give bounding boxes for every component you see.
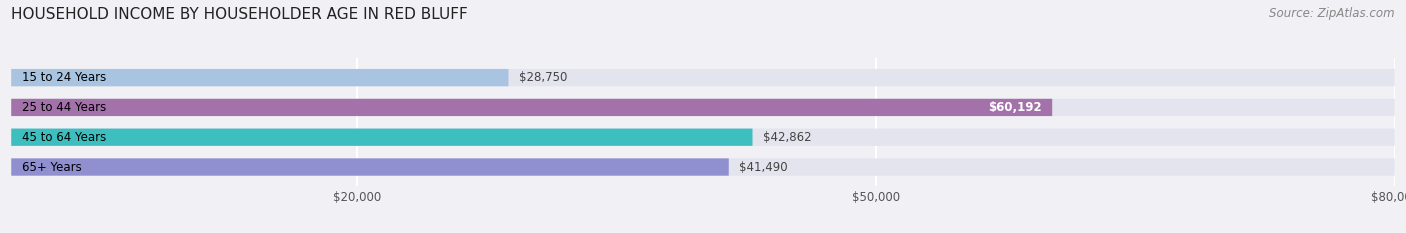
- Text: Source: ZipAtlas.com: Source: ZipAtlas.com: [1270, 7, 1395, 20]
- FancyBboxPatch shape: [11, 69, 509, 86]
- Text: $28,750: $28,750: [519, 71, 567, 84]
- FancyBboxPatch shape: [11, 99, 1395, 116]
- FancyBboxPatch shape: [11, 69, 1395, 86]
- Text: 65+ Years: 65+ Years: [21, 161, 82, 174]
- Text: 45 to 64 Years: 45 to 64 Years: [21, 131, 105, 144]
- FancyBboxPatch shape: [11, 99, 1052, 116]
- Text: HOUSEHOLD INCOME BY HOUSEHOLDER AGE IN RED BLUFF: HOUSEHOLD INCOME BY HOUSEHOLDER AGE IN R…: [11, 7, 468, 22]
- FancyBboxPatch shape: [11, 158, 1395, 176]
- Text: $41,490: $41,490: [740, 161, 787, 174]
- Text: 15 to 24 Years: 15 to 24 Years: [21, 71, 105, 84]
- FancyBboxPatch shape: [11, 129, 1395, 146]
- FancyBboxPatch shape: [11, 158, 728, 176]
- FancyBboxPatch shape: [11, 129, 752, 146]
- Text: $42,862: $42,862: [763, 131, 811, 144]
- Text: $60,192: $60,192: [988, 101, 1042, 114]
- Text: 25 to 44 Years: 25 to 44 Years: [21, 101, 105, 114]
